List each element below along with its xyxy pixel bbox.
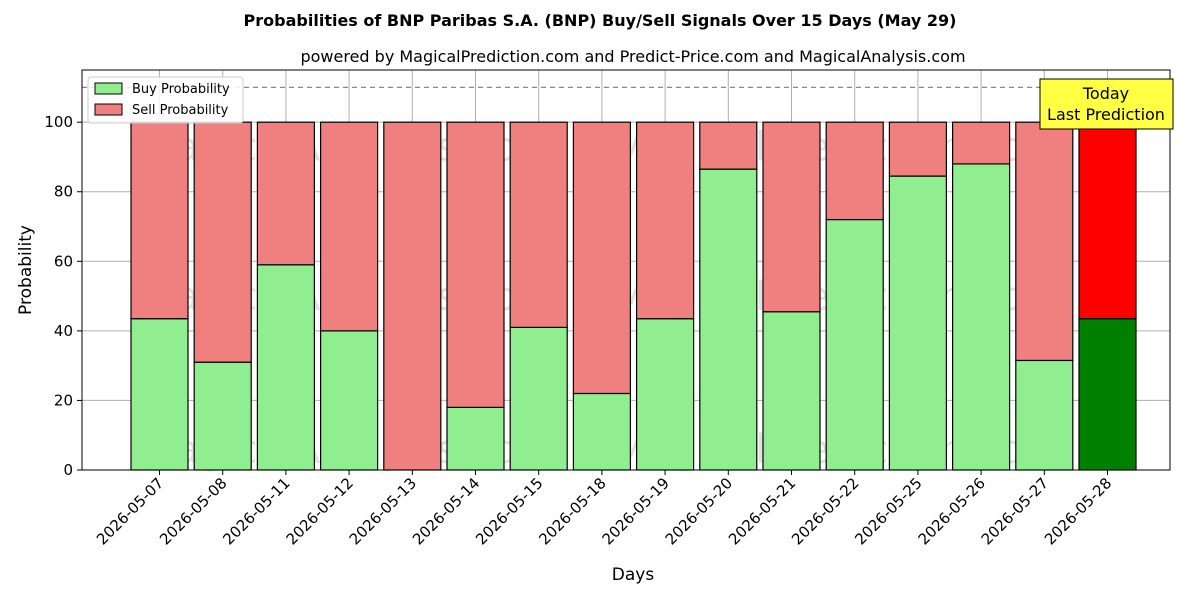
buy-bar: [888, 175, 948, 471]
buy-bar: [446, 406, 505, 471]
buy-bar: [256, 264, 315, 471]
x-tick-label: 2026-05-22: [788, 474, 862, 548]
bars: [130, 121, 1137, 471]
today-annotation: Today Last Prediction: [1039, 78, 1174, 130]
legend-label: Sell Probability: [132, 103, 229, 118]
chart-subtitle: powered by MagicalPrediction.com and Pre…: [300, 47, 965, 66]
buy-bar: [951, 163, 1011, 471]
buy-bar: [699, 168, 758, 471]
sell-bar: [699, 121, 758, 170]
y-axis-ticks: 0 20 40 60 80 100: [44, 113, 82, 479]
x-tick-label: 2026-05-21: [725, 474, 799, 548]
sell-bar: [320, 121, 379, 332]
x-tick-label: 2026-05-11: [219, 474, 293, 548]
buy-bar: [320, 330, 379, 471]
x-tick-label: 2026-05-12: [283, 474, 357, 548]
x-tick-label: 2026-05-14: [409, 474, 483, 548]
buy-bar: [130, 318, 189, 471]
chart-title: Probabilities of BNP Paribas S.A. (BNP) …: [244, 11, 957, 30]
annotation-text: Last Prediction: [1047, 105, 1165, 124]
x-tick-label: 2026-05-26: [915, 474, 989, 548]
x-tick-label: 2026-05-08: [156, 474, 230, 548]
sell-bar: [383, 121, 442, 471]
y-tick-label: 60: [54, 252, 73, 270]
legend-swatch: [94, 82, 123, 95]
y-tick-label: 80: [54, 183, 73, 201]
sell-bar: [888, 121, 948, 177]
x-tick-label: 2026-05-20: [662, 474, 736, 548]
x-axis-label: Days: [612, 565, 655, 585]
sell-bar: [130, 121, 189, 320]
sell-bar: [762, 121, 821, 313]
buy-bar: [572, 392, 632, 471]
buy-bar: [509, 326, 568, 471]
x-tick-label: 2026-05-18: [535, 474, 609, 548]
buy-bar: [1015, 359, 1074, 471]
buy-bar: [635, 318, 695, 471]
x-tick-label: 2026-05-13: [346, 474, 420, 548]
sell-bar: [1078, 121, 1137, 320]
y-tick-label: 40: [54, 322, 73, 340]
sell-bar: [193, 121, 252, 363]
sell-bar: [509, 121, 568, 328]
x-tick-label: 2026-05-15: [472, 474, 546, 548]
x-tick-label: 2026-05-19: [599, 474, 673, 548]
x-tick-label: 2026-05-07: [93, 474, 167, 548]
sell-bar: [256, 121, 315, 266]
x-tick-label: 2026-05-25: [851, 474, 925, 548]
sell-bar: [951, 121, 1011, 165]
y-axis-label: Probability: [16, 225, 36, 315]
legend-swatch: [94, 103, 123, 116]
y-tick-label: 20: [54, 391, 73, 409]
legend-box: [87, 76, 244, 124]
y-tick-label: 100: [44, 113, 73, 131]
buy-bar: [193, 361, 252, 471]
sell-bar: [825, 121, 884, 221]
buy-bar: [762, 311, 821, 471]
legend-label: Buy Probability: [132, 82, 230, 97]
buy-bar: [825, 218, 884, 471]
x-tick-label: 2026-05-27: [978, 474, 1052, 548]
sell-bar: [446, 121, 505, 408]
sell-bar: [1015, 121, 1074, 362]
buy-bar: [1078, 318, 1137, 471]
sell-bar: [572, 121, 632, 395]
annotation-text: Today: [1082, 84, 1129, 103]
legend: Buy Probability Sell Probability: [87, 76, 244, 124]
sell-bar: [635, 121, 695, 320]
y-tick-label: 0: [63, 461, 73, 479]
x-tick-label: 2026-05-28: [1041, 474, 1115, 548]
annotation-box: [1039, 78, 1174, 130]
plot-frame: [81, 69, 1171, 471]
x-axis-ticks: 2026-05-072026-05-082026-05-112026-05-12…: [93, 470, 1115, 548]
